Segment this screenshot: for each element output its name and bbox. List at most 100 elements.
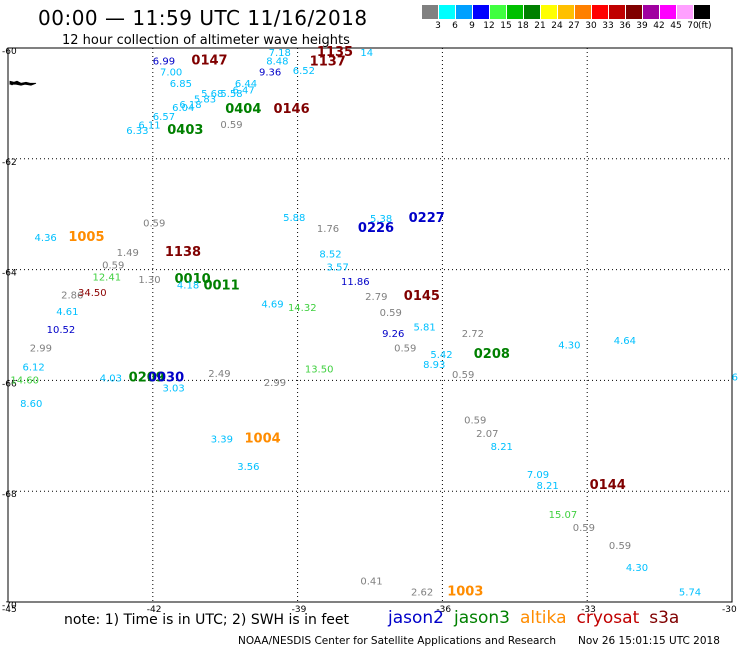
pass-time-label: 1005 bbox=[68, 230, 104, 245]
wave-height-label: 6.57 bbox=[153, 112, 175, 123]
wave-height-label: 6.44 bbox=[235, 79, 257, 90]
wave-height-label: 6.12 bbox=[22, 362, 44, 373]
wave-height-label: 6.04 bbox=[172, 103, 194, 114]
wave-height-label: 2.07 bbox=[476, 429, 498, 440]
colorbar-swatch bbox=[694, 5, 710, 19]
colorbar-swatch bbox=[626, 5, 642, 19]
legend-jason3: jason3 bbox=[454, 608, 510, 628]
wave-height-label: 12.41 bbox=[92, 273, 121, 284]
colorbar-label: 21 bbox=[534, 21, 546, 31]
colorbar-label: 24 bbox=[551, 21, 563, 31]
pass-time-label: 1137 bbox=[310, 55, 346, 70]
wave-height-label: 10.52 bbox=[47, 325, 76, 336]
wave-height-label: 8.48 bbox=[266, 57, 288, 68]
wave-height-label: 15.07 bbox=[549, 510, 578, 521]
colorbar-label: 15 bbox=[500, 21, 512, 31]
wave-height-label: 6 bbox=[732, 372, 738, 383]
wave-height-label: 14.60 bbox=[10, 376, 39, 387]
coastline bbox=[9, 80, 37, 86]
wave-height-label: 2.49 bbox=[208, 369, 230, 380]
wave-height-label: 6.18 bbox=[179, 100, 201, 111]
colorbar-label: 42 bbox=[653, 21, 665, 31]
lon-tick-label: -33 bbox=[581, 605, 596, 615]
colorbar-swatch bbox=[524, 5, 540, 19]
wave-height-label: 5.74 bbox=[679, 587, 701, 598]
colorbar-label: 27 bbox=[568, 21, 580, 31]
pass-time-label: 0011 bbox=[203, 279, 239, 294]
wave-height-label: 0.59 bbox=[452, 370, 474, 381]
pass-time-label: 0403 bbox=[167, 123, 203, 138]
wave-height-label: 0.59 bbox=[143, 218, 165, 229]
colorbar-label: 30 bbox=[585, 21, 597, 31]
pass-time-label: 0010 bbox=[175, 272, 211, 287]
colorbar-swatch bbox=[677, 5, 693, 19]
colorbar-swatch bbox=[490, 5, 506, 19]
wave-height-label: 5.88 bbox=[283, 213, 305, 224]
wave-height-label: 9.36 bbox=[259, 68, 281, 79]
colorbar-label: 9 bbox=[469, 21, 475, 31]
wave-height-label: 0.59 bbox=[609, 541, 631, 552]
colorbar-label: 70 bbox=[687, 21, 699, 31]
wave-height-label: 5.38 bbox=[370, 214, 392, 225]
pass-time-label: 0227 bbox=[409, 211, 445, 226]
wave-height-label: 4.18 bbox=[177, 280, 199, 291]
colorbar-label: 18 bbox=[517, 21, 529, 31]
map-title: 00:00 — 11:59 UTC 11/16/2018 bbox=[38, 6, 368, 30]
wave-height-label: 14 bbox=[360, 48, 373, 59]
lat-tick-label: -70 bbox=[2, 601, 17, 611]
units-note: note: 1) Time is in UTC; 2) SWH is in fe… bbox=[64, 612, 350, 628]
colorbar-label: 36 bbox=[619, 21, 631, 31]
wave-height-label: 4.03 bbox=[100, 374, 122, 385]
pass-time-label: 0404 bbox=[225, 102, 261, 117]
wave-height-label: 3.39 bbox=[211, 434, 233, 445]
wave-height-label: 9.26 bbox=[382, 329, 404, 340]
colorbar-swatch bbox=[473, 5, 489, 19]
wave-height-label: 0.41 bbox=[360, 576, 382, 587]
wave-height-label: 8.93 bbox=[423, 360, 445, 371]
wave-height-label: 2.99 bbox=[264, 378, 286, 389]
colorbar-label: 6 bbox=[452, 21, 458, 31]
colorbar-swatch bbox=[609, 5, 625, 19]
wave-height-label: 14.32 bbox=[288, 303, 317, 314]
wave-height-label: 6.99 bbox=[153, 57, 175, 68]
lon-tick-label: -30 bbox=[722, 605, 737, 615]
lat-tick-label: -64 bbox=[2, 269, 17, 279]
wave-height-label: 5.81 bbox=[413, 323, 435, 334]
wave-height-label: 2.79 bbox=[365, 292, 387, 303]
wave-height-label: 4.30 bbox=[558, 340, 580, 351]
wave-height-label: 8.60 bbox=[20, 399, 42, 410]
colorbar-swatch bbox=[643, 5, 659, 19]
wave-height-label: 34.50 bbox=[78, 288, 107, 299]
colorbar-swatch bbox=[507, 5, 523, 19]
wave-height-label: 3.56 bbox=[237, 462, 259, 473]
wave-height-label: 5.42 bbox=[430, 350, 452, 361]
colorbar-label: 45 bbox=[670, 21, 682, 31]
lon-tick-label: -45 bbox=[2, 605, 17, 615]
wave-height-label: 2.62 bbox=[411, 587, 433, 598]
pass-time-label: 0146 bbox=[273, 102, 309, 117]
pass-time-label: 0147 bbox=[191, 54, 227, 69]
wave-height-label: 1.76 bbox=[317, 224, 339, 235]
wave-height-label: 0.59 bbox=[394, 344, 416, 355]
legend-altika: altika bbox=[520, 608, 567, 628]
wave-height-label: 6.11 bbox=[138, 120, 160, 131]
wave-height-label: 7.00 bbox=[160, 68, 182, 79]
wave-height-label: 0.59 bbox=[220, 120, 242, 131]
footer-credit: NOAA/NESDIS Center for Satellite Applica… bbox=[238, 635, 556, 647]
wave-height-label: 11.86 bbox=[341, 277, 370, 288]
wave-height-label: 3.57 bbox=[327, 263, 349, 274]
wave-height-label: 8.52 bbox=[319, 249, 341, 260]
colorbar-label: 12 bbox=[483, 21, 495, 31]
colorbar-swatch bbox=[422, 5, 438, 19]
wave-height-label: 4.69 bbox=[261, 299, 283, 310]
colorbar-swatch bbox=[575, 5, 591, 19]
legend-jason2: jason2 bbox=[388, 608, 444, 628]
wave-height-label: 4.36 bbox=[35, 233, 57, 244]
wave-height-label: 8.21 bbox=[491, 442, 513, 453]
wave-height-label: 8.21 bbox=[537, 481, 559, 492]
wave-height-label: 0.59 bbox=[464, 416, 486, 427]
colorbar-label: 39 bbox=[636, 21, 648, 31]
pass-time-label: 0208 bbox=[474, 347, 510, 362]
